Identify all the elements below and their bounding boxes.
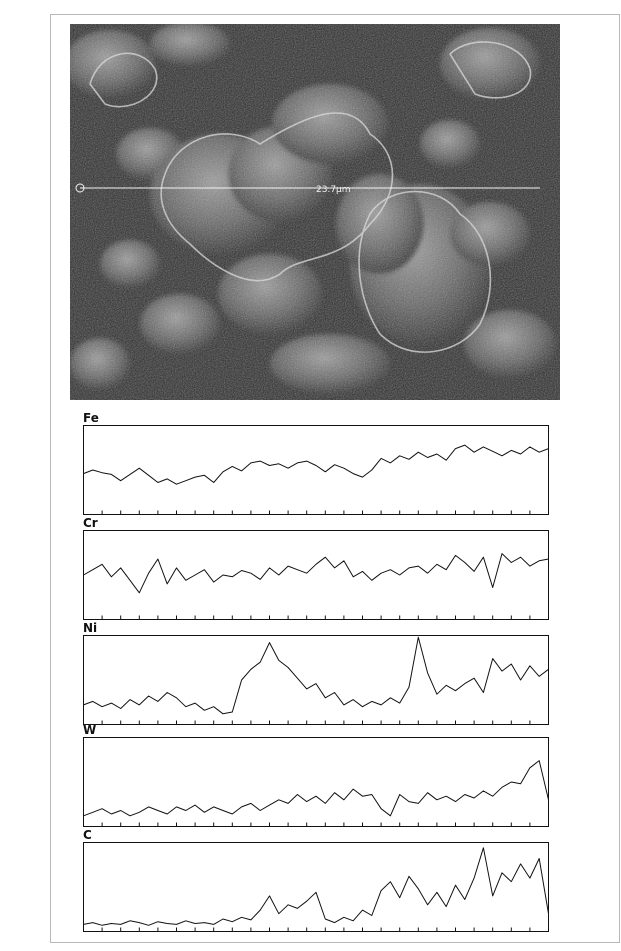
- w-plot-frame: [83, 737, 549, 827]
- c-chart: [83, 842, 549, 932]
- scan-length-label: 23.7µm: [316, 185, 351, 195]
- fe-label: Fe: [83, 411, 99, 425]
- cr-label: Cr: [83, 516, 98, 530]
- c-profile-line: [83, 847, 549, 926]
- fe-panel: [83, 425, 549, 515]
- fe-plot-frame: [83, 425, 549, 515]
- micrograph-grain: [70, 24, 560, 400]
- c-label: C: [83, 828, 92, 842]
- fe-chart: [83, 425, 549, 515]
- scan-start-marker: [75, 183, 85, 193]
- w-panel: [83, 737, 549, 827]
- ni-chart: [83, 635, 549, 725]
- c-plot-frame: [83, 842, 549, 932]
- cr-profile-line: [83, 553, 549, 594]
- ni-label: Ni: [83, 621, 98, 635]
- ni-profile-line: [83, 636, 549, 715]
- cr-plot-frame: [83, 530, 549, 620]
- cr-panel: [83, 530, 549, 620]
- cr-chart: [83, 530, 549, 620]
- w-profile-line: [83, 760, 549, 817]
- w-label: W: [83, 723, 97, 737]
- c-panel: [83, 842, 549, 932]
- w-chart: [83, 737, 549, 827]
- ni-panel: [83, 635, 549, 725]
- fe-profile-line: [83, 444, 549, 485]
- ni-plot-frame: [83, 635, 549, 725]
- sem-micrograph: 23.7µm: [70, 24, 560, 400]
